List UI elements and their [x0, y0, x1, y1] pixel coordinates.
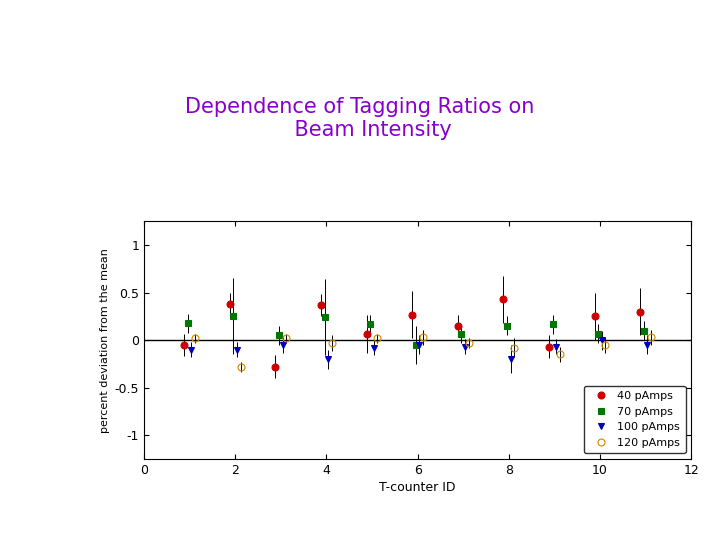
Text: Dependence of Tagging Ratios on
    Beam Intensity: Dependence of Tagging Ratios on Beam Int…	[185, 97, 535, 140]
X-axis label: T-counter ID: T-counter ID	[379, 481, 456, 494]
Legend: 40 pAmps, 70 pAmps, 100 pAmps, 120 pAmps: 40 pAmps, 70 pAmps, 100 pAmps, 120 pAmps	[584, 386, 685, 454]
Y-axis label: percent deviation from the mean: percent deviation from the mean	[101, 248, 110, 433]
